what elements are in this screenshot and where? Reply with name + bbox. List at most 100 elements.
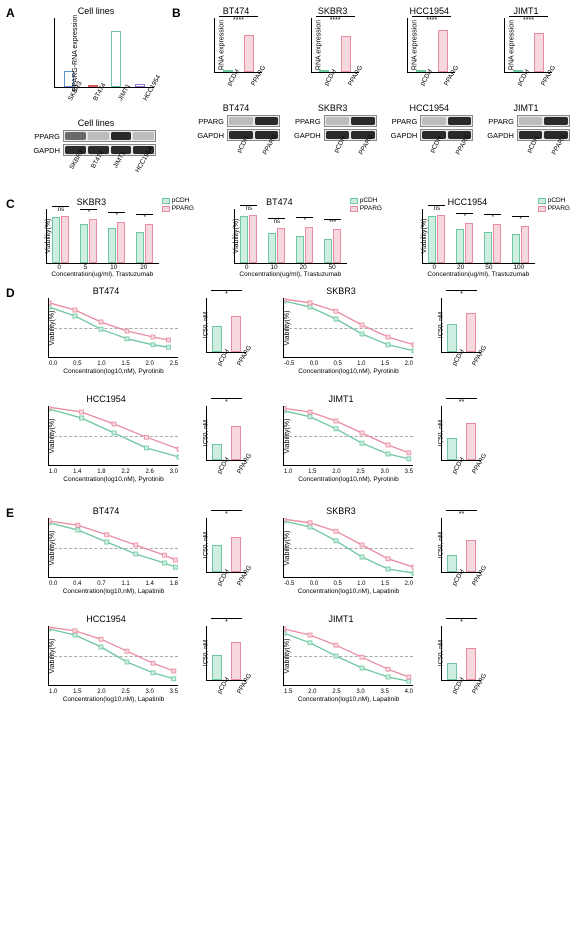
panel-B-chart-title: HCC1954 — [385, 6, 473, 16]
panel-C-bar — [324, 239, 332, 263]
panel-C-bar — [145, 224, 153, 263]
ic50-xticks: pCDHPPARG — [441, 353, 481, 375]
blot-row-label: PPARG — [289, 117, 321, 126]
ic50-wrap: IC50, nM*pCDHPPARG — [192, 614, 247, 703]
blot-lane — [324, 115, 377, 127]
blot-row-label: GAPDH — [289, 131, 321, 140]
sig-marker: *** — [324, 219, 341, 226]
panel-B-bar-rect — [244, 35, 254, 73]
panel-C-xlabel: Concentration(ug/ml), Trastuzumab — [46, 271, 159, 278]
panel-B-chart: BT474RNA expression****pCDHPPARG — [192, 6, 280, 95]
panel-C: SKBR3Viability(%)ns***051020Concentratio… — [24, 197, 570, 278]
blot-row: PPARG — [482, 115, 570, 127]
ic50-xticks: pCDHPPARG — [441, 461, 481, 483]
blot-row-label: GAPDH — [482, 131, 514, 140]
panel-label-A: A — [6, 6, 20, 20]
ic50-bar — [231, 537, 241, 572]
panel-A-xtick: BT474 — [92, 90, 116, 110]
ic50-xticks: pCDHPPARG — [206, 573, 246, 595]
panel-A-bar-rect — [88, 85, 98, 87]
panel-C-xtick: 100 — [513, 264, 524, 271]
blot-row-label: PPARG — [385, 117, 417, 126]
blot-band — [65, 132, 86, 140]
blot-row-label: GAPDH — [385, 131, 417, 140]
panel-label-D: D — [6, 286, 20, 300]
panel-C-bar — [296, 236, 304, 264]
panel-B-barchart: RNA expression**** — [311, 18, 359, 73]
blot-row: GAPDH — [482, 129, 570, 141]
ic50-xtick: PPARG — [236, 463, 258, 482]
dose-xticks: -0.50.00.51.01.52.0 — [284, 361, 413, 367]
dose-svg — [284, 298, 414, 358]
ic50-xtick: pCDH — [216, 463, 238, 482]
panel-C-bargroup: *** — [324, 229, 341, 263]
panel-C-xticks: 0102050 — [234, 264, 347, 271]
sig-marker: * — [484, 214, 501, 221]
panel-C-bar — [80, 224, 88, 263]
ic50-wrap: IC50, nM*pCDHPPARG — [427, 286, 482, 375]
dose-chart-title: JIMT1 — [261, 394, 421, 404]
ic50-chart: IC50, nM** — [441, 518, 481, 573]
dose-chart-title: HCC1954 — [26, 394, 186, 404]
ic50-ylabel: IC50, nM — [203, 312, 210, 338]
sig-marker: * — [296, 217, 313, 224]
panel-E-row: E BT474Viability(%)Concentration(log10,n… — [6, 506, 570, 718]
ic50-chart: IC50, nM* — [206, 518, 246, 573]
ic50-chart: IC50, nM* — [206, 298, 246, 353]
panel-B-blot: HCC1954PPARGGAPDHpCDHPPARG — [385, 103, 473, 172]
panel-B-bar-rect — [223, 70, 233, 72]
panel-A-xtick: JIMT1 — [117, 90, 141, 110]
panel-B-xtick: pCDH — [516, 75, 538, 94]
ic50-bar — [447, 324, 457, 352]
panel-C-bar — [268, 233, 276, 263]
blot-row: GAPDH — [26, 144, 156, 156]
panel-B-blot-title: HCC1954 — [385, 103, 473, 113]
ic50-chart: IC50, nM* — [441, 626, 481, 681]
ic50-xticks: pCDHPPARG — [206, 353, 246, 375]
legend-text: PPARG — [360, 205, 382, 212]
sig-marker: ns — [52, 206, 69, 213]
dose-chart-wrap: BT474Viability(%)Concentration(log10,nM)… — [26, 506, 186, 602]
blot-row: PPARG — [26, 130, 156, 142]
sig-marker: **** — [219, 16, 258, 24]
ic50-xtick: PPARG — [471, 683, 493, 702]
dose-chart: Viability(%)Concentration(log10,nM), Pyr… — [48, 406, 178, 466]
sig-marker: **** — [509, 16, 548, 24]
dose-chart-title: HCC1954 — [26, 614, 186, 624]
dose-chart-title: SKBR3 — [261, 506, 421, 516]
panel-A-bar — [111, 31, 121, 87]
dose-svg — [49, 298, 179, 358]
ic50-xtick: PPARG — [471, 355, 493, 374]
panel-C-xtick: 20 — [140, 264, 147, 271]
dose-row: HCC1954 Viability(%)Concentration(log10,n… — [26, 394, 570, 490]
dose-chart-wrap: BT474Viability(%)Concentration(log10,nM)… — [26, 286, 186, 382]
panel-E: BT474Viability(%)Concentration(log10,nM)… — [26, 506, 570, 718]
panel-C-bar — [249, 215, 257, 264]
panel-A: Cell lines PPARG-RNA expression SKBR3BT4… — [26, 6, 166, 189]
dose-block: JIMT1Viability(%)Concentration(log10,nM)… — [261, 614, 482, 710]
panel-B-bar — [513, 70, 523, 72]
dose-svg — [284, 518, 414, 578]
dose-chart-wrap: HCC1954Viability(%)Concentration(log10,n… — [26, 614, 186, 710]
dose-row: BT474Viability(%)Concentration(log10,nM)… — [26, 286, 570, 382]
sig-marker: * — [80, 209, 97, 216]
panel-B-xtick: PPARG — [443, 75, 465, 94]
ic50-ylabel: IC50, nM — [203, 532, 210, 558]
panel-B-barchart: RNA expression**** — [407, 18, 455, 73]
legend-item: PPARG — [162, 205, 194, 212]
dose-chart: Viability(%)Concentration(log10,nM), Pyr… — [48, 298, 178, 358]
ic50-xticks: pCDHPPARG — [206, 461, 246, 483]
panel-B-chart: JIMT1RNA expression****pCDHPPARG — [482, 6, 570, 95]
panel-C-xtick: 0 — [57, 264, 61, 271]
sig-marker: * — [211, 618, 242, 626]
panel-C-xlabel: Concentration(ug/ml), Trastuzumab — [422, 271, 535, 278]
blot-xticks: SKBR3BT474JIMT1HCC1954 — [63, 158, 156, 165]
sig-marker: * — [211, 510, 242, 518]
dose-xlabel: Concentration(log10,nM), Lapatinib — [63, 696, 165, 703]
panel-C-bar — [108, 228, 116, 263]
sig-marker: **** — [412, 16, 451, 24]
panel-C-bargroup: ns — [52, 216, 69, 264]
panel-C-barchart: Viability(%)ns*** — [46, 209, 159, 264]
sig-marker: ns — [268, 218, 285, 225]
blot-band — [448, 117, 472, 125]
